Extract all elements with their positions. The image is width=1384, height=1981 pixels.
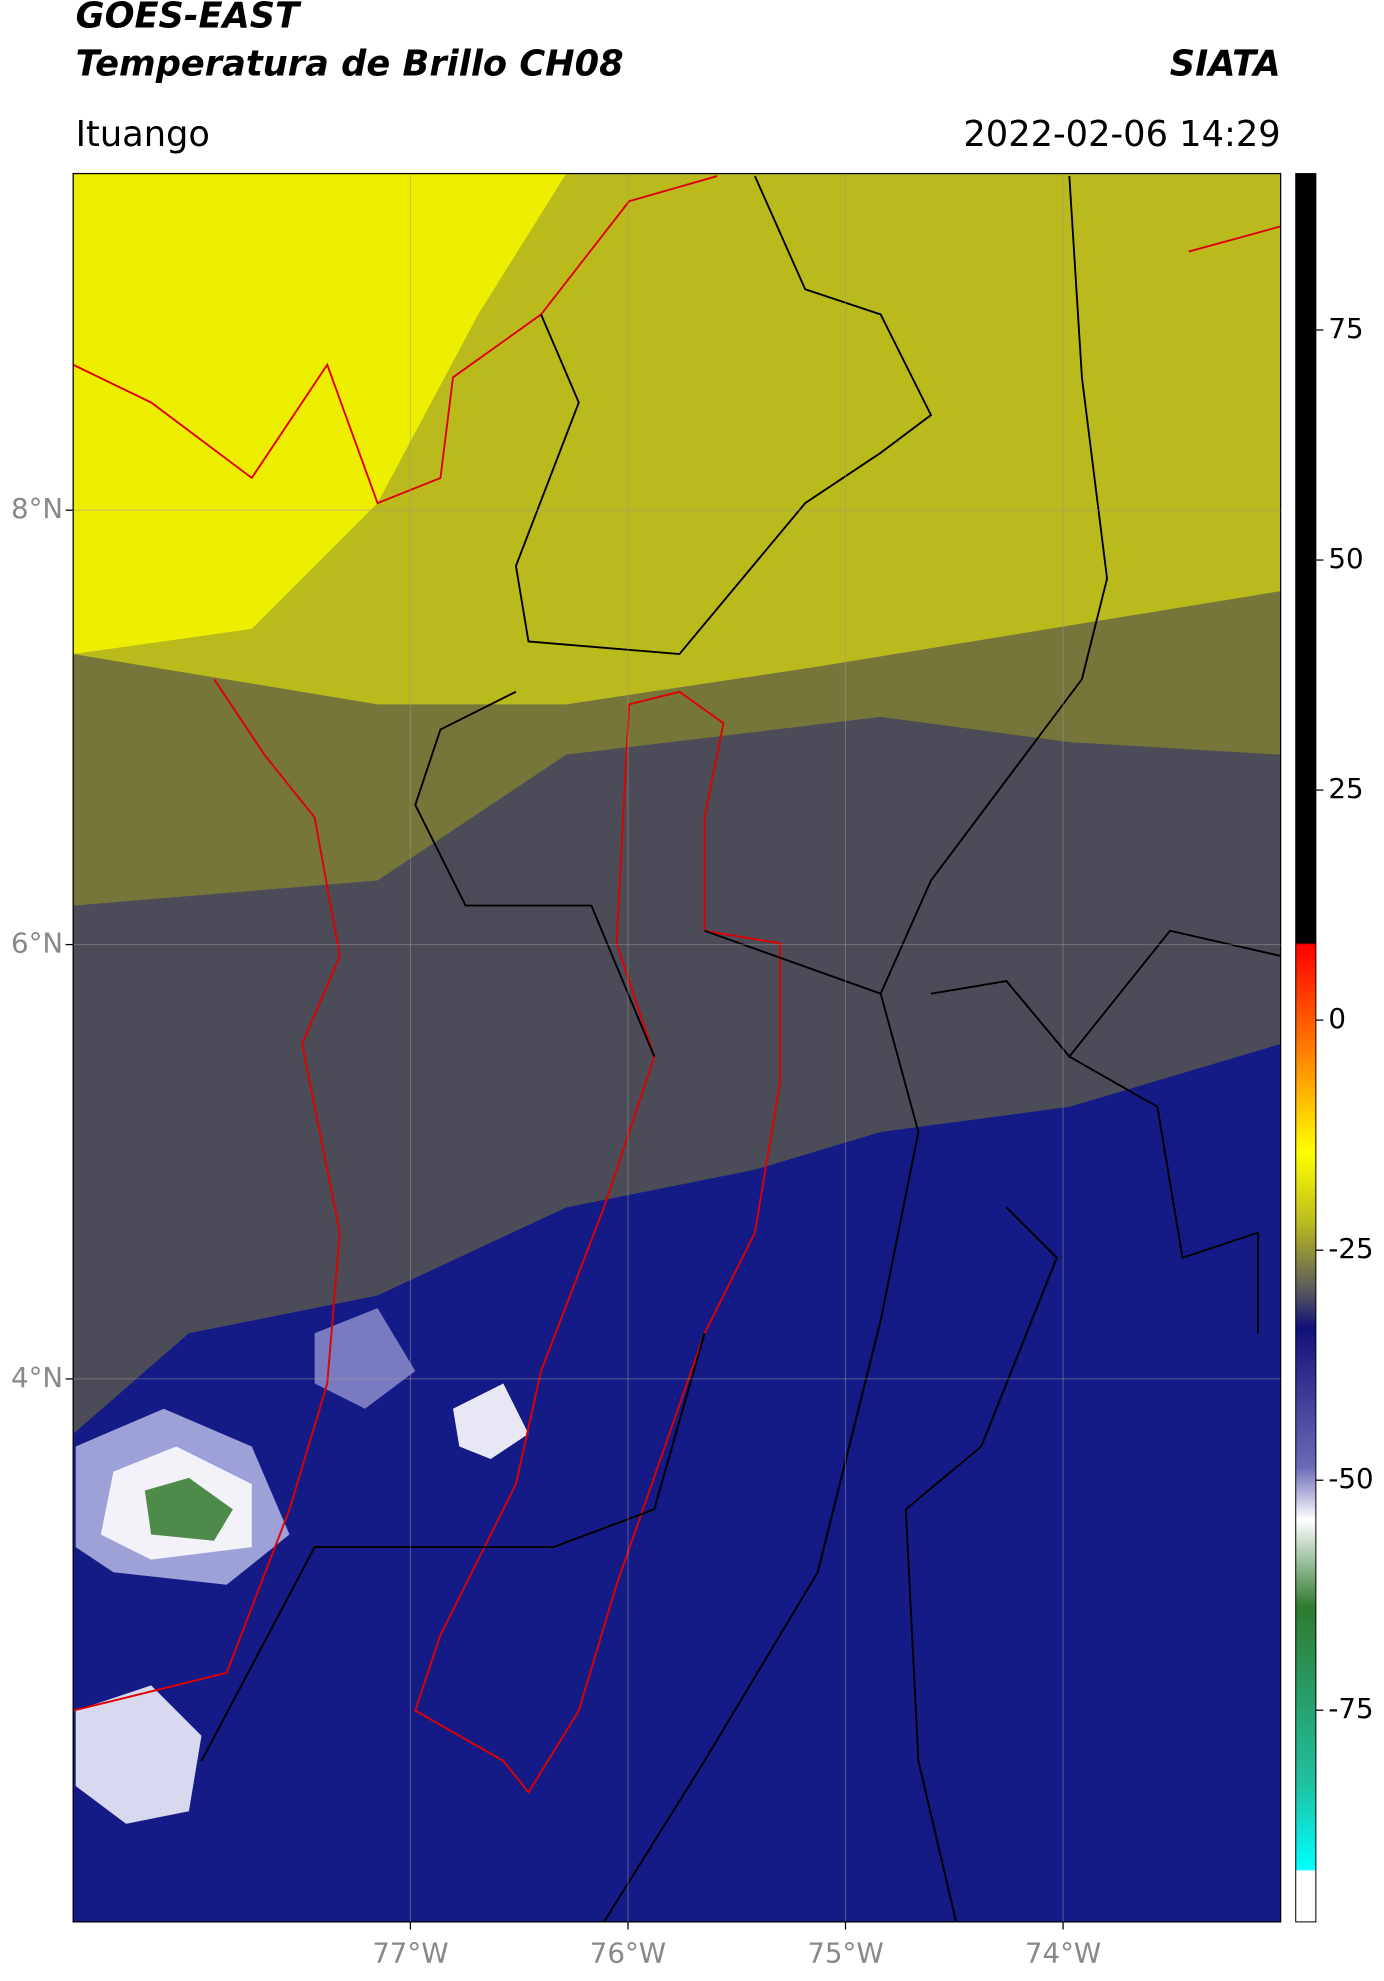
y-tick-label: 4°N [11,1361,63,1394]
y-tick-label: 6°N [11,927,63,960]
colorbar-tick-label: 75 [1328,312,1363,345]
colorbar [1295,173,1317,1923]
colorbar-tick-label: -25 [1328,1232,1373,1265]
location: Ituango [76,114,210,155]
x-tick-label: 76°W [590,1937,666,1970]
boundaries [73,175,1281,1922]
colorbar-tick-label: -75 [1328,1692,1373,1725]
title: GOES-EAST [76,0,302,37]
source: SIATA [1170,43,1281,84]
map-frame [72,172,1282,1923]
x-tick-label: 77°W [372,1937,448,1970]
satellite-image [73,173,1281,1922]
subtitle: Temperatura de Brillo CH08 [76,43,624,84]
x-tick-label: 74°W [1025,1937,1101,1970]
x-tick-label: 75°W [807,1937,883,1970]
colorbar-tick-label: -50 [1328,1462,1373,1495]
colorbar-tick-label: 0 [1328,1002,1346,1035]
colorbar-tick-label: 50 [1328,542,1363,575]
colorbar-tick-label: 25 [1328,772,1363,805]
y-tick-label: 8°N [11,492,63,525]
datetime: 2022-02-06 14:29 [963,114,1280,155]
